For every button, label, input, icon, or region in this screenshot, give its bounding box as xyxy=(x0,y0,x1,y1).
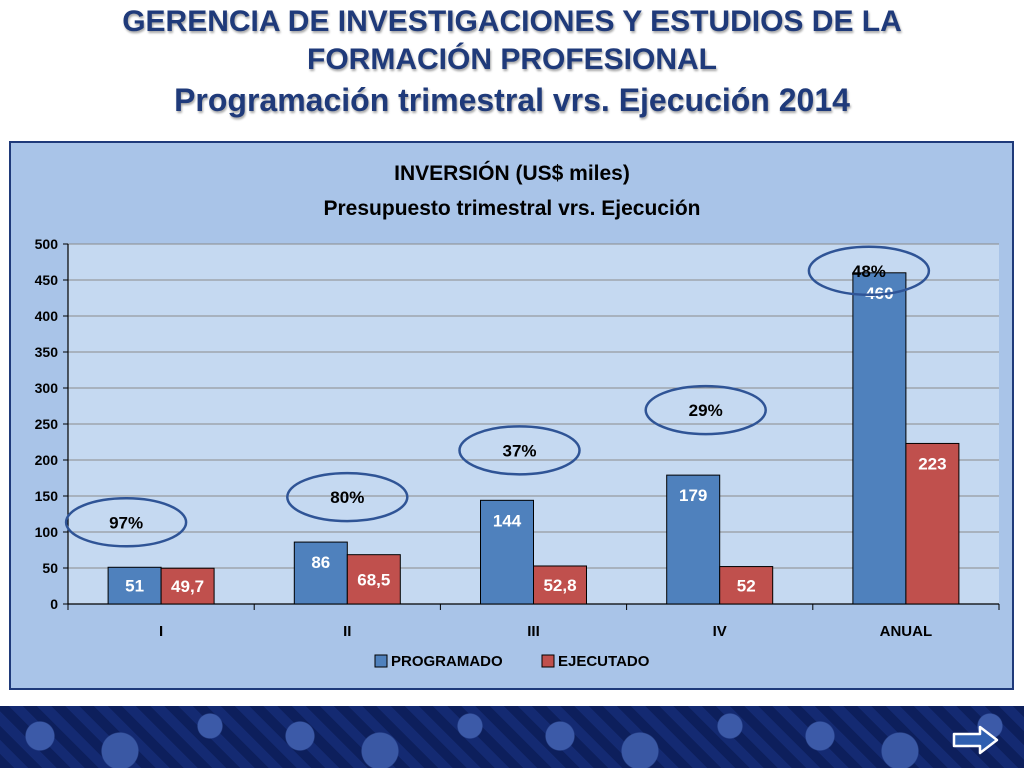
bar-ejecutado xyxy=(346,554,401,605)
y-tick-label: 150 xyxy=(35,488,59,504)
percentage-label: 37% xyxy=(502,441,536,460)
bar-programado xyxy=(480,499,534,605)
y-tick-label: 300 xyxy=(35,380,59,396)
data-label-programado: 51 xyxy=(125,577,144,596)
chart-title: INVERSIÓN (US$ miles) xyxy=(394,161,630,185)
title-line-3: Programación trimestral vrs. Ejecución 2… xyxy=(174,82,850,118)
percentage-ellipse xyxy=(458,425,581,476)
y-tick-label: 100 xyxy=(35,524,59,540)
data-label-ejecutado: 52,8 xyxy=(543,576,576,595)
right-arrow-icon xyxy=(952,725,999,755)
y-tick-label: 450 xyxy=(35,272,59,288)
bar-programado xyxy=(852,272,907,605)
data-label-ejecutado: 68,5 xyxy=(357,570,390,589)
y-tick-label: 500 xyxy=(35,236,59,252)
x-tick-label: II xyxy=(343,623,351,640)
data-label-ejecutado: 223 xyxy=(918,454,946,473)
x-tick-label: ANUAL xyxy=(880,623,933,640)
bar-programado xyxy=(107,566,162,605)
x-tick-label: III xyxy=(527,623,540,640)
percentage-ellipse xyxy=(807,245,931,297)
data-label-ejecutado: 49,7 xyxy=(171,577,204,596)
y-tick-label: 350 xyxy=(35,344,59,360)
percentage-ellipse xyxy=(644,384,767,436)
legend-swatch-programado xyxy=(374,654,388,668)
bar-ejecutado xyxy=(160,567,215,605)
data-label-programado: 144 xyxy=(493,511,522,530)
x-tick-label: IV xyxy=(713,623,727,640)
title-line-1: GERENCIA DE INVESTIGACIONES Y ESTUDIOS D… xyxy=(122,5,902,38)
bar-ejecutado xyxy=(905,442,960,605)
investment-chart: INVERSIÓN (US$ miles) Presupuesto trimest… xyxy=(11,143,1012,688)
slide-title: GERENCIA DE INVESTIGACIONES Y ESTUDIOS D… xyxy=(0,0,1024,120)
legend-swatch-ejecutado xyxy=(541,654,555,668)
bar-ejecutado xyxy=(533,565,587,605)
title-line-2: FORMACIÓN PROFESIONAL xyxy=(307,43,717,76)
y-tick-label: 50 xyxy=(42,560,58,576)
percentage-label: 80% xyxy=(330,488,364,507)
data-label-ejecutado: 52 xyxy=(737,576,756,595)
percentage-label: 29% xyxy=(689,401,723,420)
y-tick-label: 200 xyxy=(35,452,59,468)
y-tick-label: 0 xyxy=(50,596,58,612)
chart-subtitle: Presupuesto trimestral vrs. Ejecución xyxy=(324,197,701,220)
percentage-ellipse xyxy=(64,497,188,548)
data-label-programado: 86 xyxy=(311,553,330,572)
legend-label-programado: PROGRAMADO xyxy=(391,653,503,670)
bar-ejecutado xyxy=(719,566,774,605)
next-slide-button[interactable] xyxy=(950,724,1000,756)
x-tick-label: I xyxy=(159,623,163,640)
y-tick-label: 400 xyxy=(35,308,59,324)
footer-decoration xyxy=(0,706,1024,768)
chart-frame: INVERSIÓN (US$ miles) Presupuesto trimest… xyxy=(9,141,1014,690)
percentage-label: 97% xyxy=(109,513,143,532)
percentage-ellipse xyxy=(286,471,409,523)
data-label-programado: 179 xyxy=(679,486,707,505)
y-tick-label: 250 xyxy=(35,416,59,432)
bar-programado xyxy=(666,474,721,605)
bar-programado xyxy=(293,541,348,605)
legend-label-ejecutado: EJECUTADO xyxy=(558,653,650,670)
percentage-label: 48% xyxy=(852,262,886,281)
